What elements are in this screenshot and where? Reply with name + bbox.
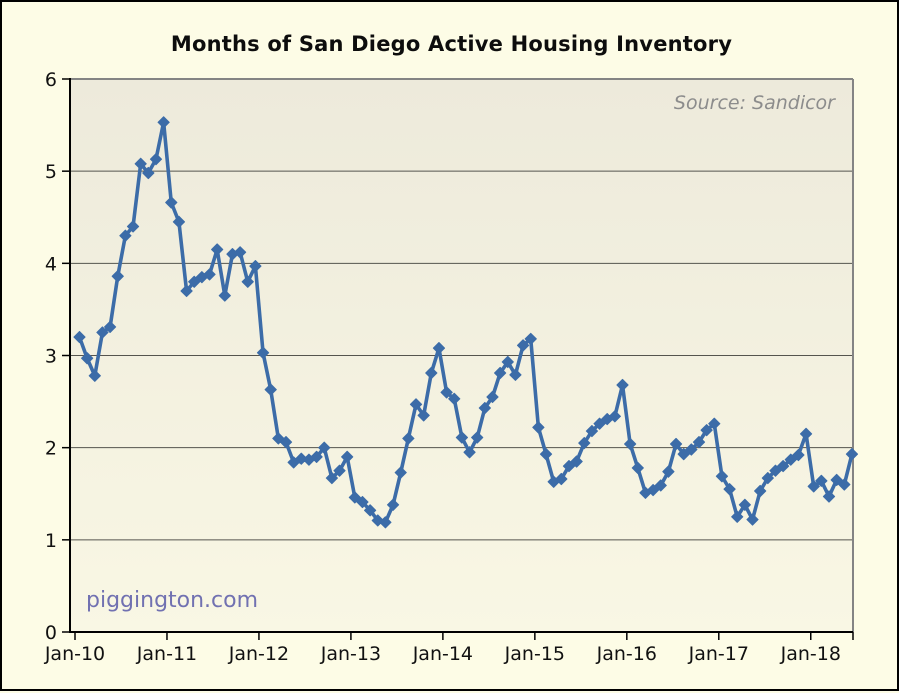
x-tick-label: Jan-18 xyxy=(780,643,841,665)
data-point-markers xyxy=(73,116,859,529)
x-tick-label: Jan-15 xyxy=(504,643,565,665)
y-tick-label: 2 xyxy=(45,438,57,460)
y-tick-label: 6 xyxy=(45,69,57,91)
y-tick-label: 0 xyxy=(45,622,57,644)
x-tick-label: Jan-12 xyxy=(228,643,289,665)
y-tick-label: 3 xyxy=(45,346,57,368)
source-note: Source: Sandicor xyxy=(673,92,835,114)
x-tick-label: Jan-11 xyxy=(136,643,197,665)
y-tick-label: 5 xyxy=(45,161,57,183)
x-tick-label: Jan-17 xyxy=(688,643,749,665)
x-tick-label: Jan-14 xyxy=(412,643,473,665)
y-tick-label: 4 xyxy=(45,253,57,275)
watermark-link[interactable]: piggington.com xyxy=(86,588,259,613)
x-tick-label: Jan-13 xyxy=(320,643,381,665)
x-tick-label: Jan-16 xyxy=(596,643,657,665)
y-tick-label: 1 xyxy=(45,530,57,552)
chart-title: Months of San Diego Active Housing Inven… xyxy=(170,32,733,56)
x-tick-label: Jan-10 xyxy=(44,643,105,665)
